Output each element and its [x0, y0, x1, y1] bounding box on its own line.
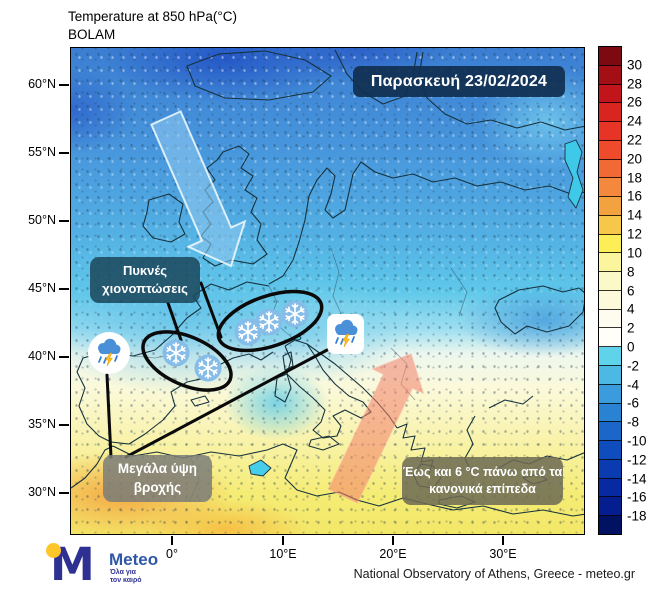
colorbar-swatch — [599, 309, 621, 329]
colorbar-swatch — [599, 516, 621, 534]
colorbar-tick-label: -16 — [627, 489, 647, 505]
warm-advection-arrow — [327, 353, 425, 504]
annotation-rainfall-line2: βροχής — [133, 479, 182, 495]
logo-brand: Meteo — [109, 550, 159, 569]
colorbar-swatch — [599, 328, 621, 348]
colorbar-tick-label: 8 — [627, 264, 635, 280]
colorbar — [598, 46, 622, 535]
colorbar-swatch — [599, 47, 621, 66]
lat-tick-label: 45°N — [28, 281, 56, 295]
date-banner: Παρασκευή 23/02/2024 — [353, 66, 565, 97]
colorbar-tick-label: 12 — [627, 226, 643, 242]
colorbar-swatch — [599, 253, 621, 273]
colorbar-tick-label: 2 — [627, 320, 635, 336]
colorbar-tick-label: 16 — [627, 188, 643, 204]
colorbar-tick-label: -14 — [627, 471, 647, 487]
lat-tick-mark — [59, 84, 69, 86]
lat-tick-label: 50°N — [28, 213, 56, 227]
colorbar-swatch — [599, 122, 621, 141]
colorbar-swatch — [599, 84, 621, 104]
lon-tick-mark — [502, 536, 504, 545]
lon-tick-label: 30°E — [489, 547, 517, 561]
lat-tick-mark — [59, 356, 69, 358]
colorbar-swatch — [599, 140, 621, 160]
colorbar-swatch — [599, 234, 621, 254]
colorbar-swatch — [599, 290, 621, 310]
lon-tick-label: 20°E — [379, 547, 407, 561]
annotation-snowfall-line2: χιονοπτώσεις — [102, 281, 188, 296]
lat-tick-mark — [59, 288, 69, 290]
lat-tick-label: 30°N — [28, 485, 56, 499]
colorbar-swatch — [599, 441, 621, 460]
lon-tick-mark — [282, 536, 284, 545]
colorbar-tick-label: -8 — [627, 414, 640, 430]
colorbar-tick-label: -2 — [627, 358, 640, 374]
colorbar-swatch — [599, 403, 621, 423]
colorbar-swatch — [599, 347, 621, 367]
colorbar-tick-label: -12 — [627, 452, 647, 468]
attribution-text: National Observatory of Athens, Greece -… — [353, 567, 635, 581]
lat-tick-label: 35°N — [28, 417, 56, 431]
lat-tick-mark — [59, 492, 69, 494]
colorbar-swatch — [599, 215, 621, 235]
colorbar-tick-label: 26 — [627, 94, 643, 110]
logo-tagline: Όλα για τον καιρό — [110, 569, 142, 585]
colorbar-tick-label: 4 — [627, 301, 635, 317]
storm-cloud-rain-icon — [88, 332, 130, 374]
colorbar-tick-label: 10 — [627, 245, 643, 261]
colorbar-tick-label: 18 — [627, 170, 643, 186]
storm-cloud-rain-icon — [327, 314, 364, 354]
colorbar-swatch — [599, 103, 621, 123]
colorbar-tick-label: 24 — [627, 113, 643, 129]
lon-tick-mark — [171, 536, 173, 545]
annotation-warm-anomaly: Έως και 6 °C πάνω από τα κανονικά επίπεδ… — [402, 457, 563, 505]
lon-tick-label: 10°E — [269, 547, 297, 561]
colorbar-tick-label: 14 — [627, 207, 643, 223]
snow-zone-ellipses — [141, 289, 324, 392]
colorbar-tick-label: 20 — [627, 151, 643, 167]
cold-advection-arrow — [150, 110, 247, 268]
colorbar-swatch — [599, 384, 621, 404]
colorbar-swatch — [599, 366, 621, 385]
colorbar-swatch — [599, 422, 621, 442]
annotation-snowfall: Πυκνές χιονοπτώσεις — [90, 257, 200, 303]
colorbar-tick-label: 28 — [627, 76, 643, 92]
snowflake-icons — [162, 300, 309, 382]
colorbar-swatch — [599, 197, 621, 216]
lat-tick-mark — [59, 424, 69, 426]
lon-tick-mark — [392, 536, 394, 545]
colorbar-swatch — [599, 497, 621, 517]
colorbar-swatch — [599, 159, 621, 179]
title-line1: Temperature at 850 hPa(°C) — [68, 9, 237, 24]
colorbar-swatch — [599, 459, 621, 479]
meteo-logo: M Meteo Όλα για τον καιρό — [45, 541, 170, 593]
colorbar-tick-label: -10 — [627, 433, 647, 449]
lat-tick-label: 55°N — [28, 145, 56, 159]
page-title: Temperature at 850 hPa(°C) BOLAM — [68, 8, 237, 43]
colorbar-swatch — [599, 178, 621, 198]
colorbar-tick-label: 0 — [627, 339, 635, 355]
sun-circle-icon — [46, 543, 61, 558]
colorbar-tick-label: 22 — [627, 132, 643, 148]
colorbar-tick-label: 6 — [627, 283, 635, 298]
colorbar-swatch — [599, 478, 621, 498]
colorbar-swatch — [599, 65, 621, 85]
annotation-warm-line1: Έως και 6 °C πάνω από τα — [402, 465, 563, 480]
colorbar-swatch — [599, 272, 621, 291]
annotation-snowfall-line1: Πυκνές — [122, 263, 168, 279]
lat-tick-label: 40°N — [28, 349, 56, 363]
annotation-rainfall: Μεγάλα ύψη βροχής — [103, 455, 212, 502]
lat-tick-mark — [59, 220, 69, 222]
lat-tick-mark — [59, 152, 69, 154]
colorbar-tick-label: -6 — [627, 395, 640, 411]
colorbar-tick-label: 30 — [627, 57, 643, 73]
colorbar-tick-label: -18 — [627, 508, 647, 524]
colorbar-tick-label: -4 — [627, 377, 640, 393]
annotation-rainfall-line1: Μεγάλα ύψη — [117, 461, 198, 477]
lat-tick-label: 60°N — [28, 77, 56, 91]
annotation-warm-line2: κανονικά επίπεδα — [429, 482, 536, 496]
title-line2: BOLAM — [68, 26, 116, 42]
